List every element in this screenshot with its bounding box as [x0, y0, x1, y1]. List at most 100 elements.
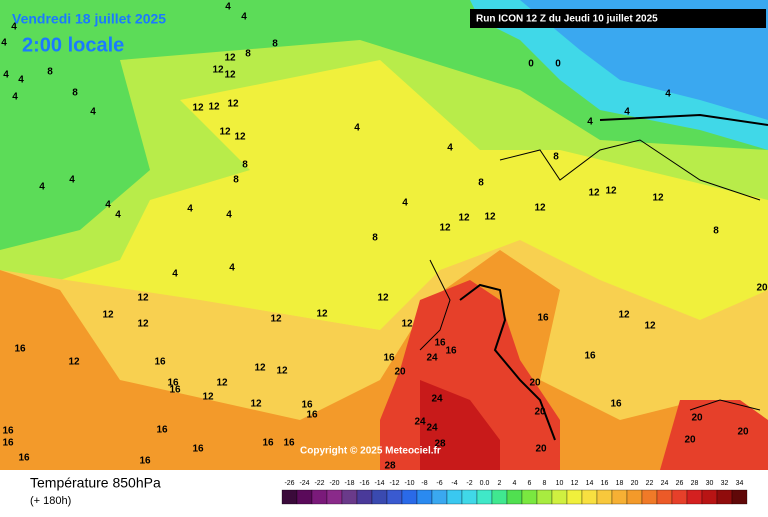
- colorbar-swatch: [566, 489, 583, 505]
- contour-label: 16: [154, 357, 166, 368]
- colorbar-swatch: [326, 489, 343, 505]
- colorbar-label: 10: [556, 480, 564, 487]
- contour-label: 12: [644, 321, 656, 332]
- contour-label: 16: [2, 426, 14, 437]
- contour-label: 12: [68, 357, 80, 368]
- contour-label: 12: [224, 53, 236, 64]
- coastline: [419, 139, 761, 411]
- contour-label: 8: [245, 49, 251, 60]
- contour-label: 16: [306, 410, 318, 421]
- contour-label: 4: [172, 269, 178, 280]
- contour-label: 12: [216, 378, 228, 389]
- colorbar-swatch: [626, 489, 643, 505]
- contour-label: 16: [283, 438, 295, 449]
- contour-label: 12: [534, 203, 546, 214]
- contour-label: 20: [684, 435, 696, 446]
- colorbar-label: 24: [661, 480, 669, 487]
- colorbar-label: -4: [451, 480, 457, 487]
- extreme-region: [420, 380, 500, 470]
- contour-label: 8: [713, 226, 719, 237]
- contour-label: 12: [618, 310, 630, 321]
- colorbar-swatch: [686, 489, 703, 505]
- colorbar-swatch: [581, 489, 598, 505]
- contour-label: 12: [588, 188, 600, 199]
- contour-label: 16: [584, 351, 596, 362]
- contour-label: 4: [624, 107, 630, 118]
- colorbar-swatch: [386, 489, 403, 505]
- contour-label: 4: [187, 204, 193, 215]
- contour-label: 4: [3, 70, 9, 81]
- contour-label: 16: [2, 438, 14, 449]
- contour-label: 20: [737, 427, 749, 438]
- contour-label: 12: [212, 65, 224, 76]
- contour-label: 8: [242, 160, 248, 171]
- colorbar-label: 26: [676, 480, 684, 487]
- contour-label: 4: [229, 263, 235, 274]
- contour-label: 20: [534, 407, 546, 418]
- contour-label: 4: [12, 92, 18, 103]
- contour-label: 12: [202, 392, 214, 403]
- colorbar-label: 0.0: [480, 480, 490, 487]
- colorbar-label: 30: [706, 480, 714, 487]
- colorbar-swatch: [491, 489, 508, 505]
- contour-label: 16: [169, 385, 181, 396]
- contour-label: 16: [14, 344, 26, 355]
- colorbar-swatch: [521, 489, 538, 505]
- contour-label: 16: [167, 378, 179, 389]
- contour-label: 28: [434, 439, 446, 450]
- contour-label: 8: [478, 178, 484, 189]
- colorbar-swatch: [716, 489, 733, 505]
- contour-label: 20: [529, 378, 541, 389]
- local-time: 2:00 locale: [22, 34, 124, 56]
- colorbar-swatch: [296, 489, 313, 505]
- contour-label: 4: [69, 175, 75, 186]
- contour-label: 16: [156, 425, 168, 436]
- colorbar-swatch: [341, 489, 358, 505]
- colorbar-swatch: [731, 489, 748, 505]
- contour-label: 4: [225, 2, 231, 13]
- colorbar-label: -16: [359, 480, 369, 487]
- contour-label: 12: [234, 132, 246, 143]
- contour-label: 20: [394, 367, 406, 378]
- contour-label: 28: [384, 461, 396, 472]
- colorbar-label: -10: [404, 480, 414, 487]
- contour-label: 4: [11, 22, 17, 33]
- hot-region: [0, 250, 768, 470]
- contour-label: 16: [18, 453, 30, 464]
- contour-label: 12: [401, 319, 413, 330]
- contour-label: 4: [18, 75, 24, 86]
- contour-label: 12: [316, 309, 328, 320]
- contour-label: 12: [276, 366, 288, 377]
- colorbar-swatch: [416, 489, 433, 505]
- colorbar-label: 22: [646, 480, 654, 487]
- contour-label: 12: [192, 103, 204, 114]
- contour-label: 12: [102, 310, 114, 321]
- contour-label: 4: [39, 182, 45, 193]
- colorbar: -26 -24 -22 -20 -18 -16 -14 -12 -10 -8 -6 -4 -2 0.0 2 4…: [281, 480, 748, 505]
- colorbar-label: 4: [513, 480, 517, 487]
- colorbar-label: 16: [601, 480, 609, 487]
- contour-label: 12: [137, 319, 149, 330]
- colorbar-swatch: [611, 489, 628, 505]
- contour-label: 8: [372, 233, 378, 244]
- valid-date: Vendredi 18 juillet 2025: [12, 11, 166, 27]
- run-banner: [470, 9, 766, 28]
- run-info: Run ICON 12 Z du Jeudi 10 juillet 2025: [476, 14, 658, 25]
- contour-label: 8: [233, 175, 239, 186]
- colorbar-label: 32: [721, 480, 729, 487]
- contour-label: 16: [301, 400, 313, 411]
- colorbar-label: 2: [498, 480, 502, 487]
- colorbar-swatch: [506, 489, 523, 505]
- colorbar-swatch: [701, 489, 718, 505]
- colorbar-swatch: [461, 489, 478, 505]
- contour-label: 20: [691, 413, 703, 424]
- contour-label: 20: [756, 283, 768, 294]
- contour-label: 12: [377, 293, 389, 304]
- legend-title: Température 850hPa: [30, 475, 161, 491]
- colorbar-label: -2: [466, 480, 472, 487]
- contour-label: 12: [250, 399, 262, 410]
- contour-label: 8: [47, 67, 53, 78]
